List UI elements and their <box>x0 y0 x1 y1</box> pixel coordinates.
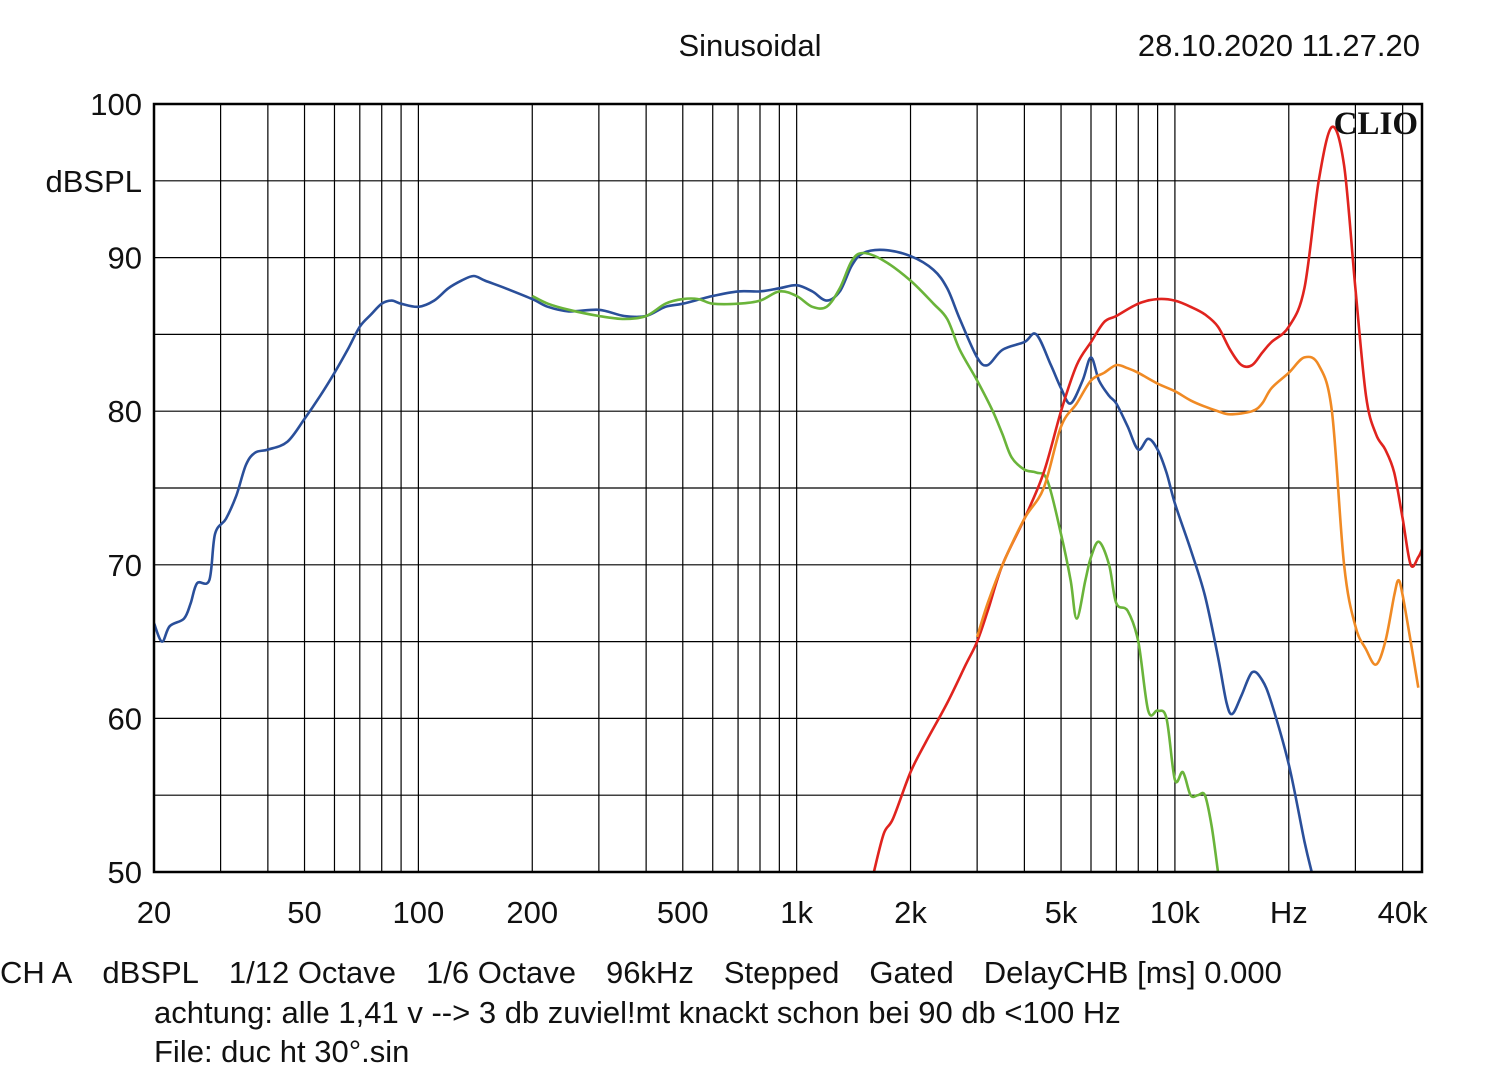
y-tick-label: 80 <box>108 394 142 429</box>
y-axis-tick-labels: 50 60 70 80 90 100 <box>90 87 142 890</box>
x-tick-label: 1k <box>780 895 813 930</box>
timestamp: 28.10.2020 11.27.20 <box>1138 28 1420 63</box>
horizontal-gridlines <box>154 180 1422 796</box>
frequency-response-chart: Sinusoidal 28.10.2020 11.27.20 CLIO 50 60… <box>45 28 1428 930</box>
x-tick-label: 500 <box>657 895 709 930</box>
x-tick-label: 5k <box>1045 895 1078 930</box>
series-line-3 <box>872 125 1422 872</box>
x-axis-tick-labels: 20 50 100 200 500 1k 2k 5k 10k Hz 40k <box>137 895 1428 930</box>
sweep-mode: Stepped <box>723 955 840 990</box>
y-axis-unit-label: dBSPL <box>45 164 142 199</box>
x-tick-label: 200 <box>506 895 558 930</box>
sample-rate: 96kHz <box>605 955 694 990</box>
y-tick-label: 90 <box>108 241 142 276</box>
channel-label: CH A <box>0 955 73 990</box>
x-tick-label: Hz <box>1270 895 1308 930</box>
file-name: File: duc ht 30°.sin <box>154 1034 410 1069</box>
series-line-4 <box>975 355 1420 688</box>
measurement-note: achtung: alle 1,41 v --> 3 db zuviel!mt … <box>154 995 1121 1030</box>
measurement-settings: CH A dBSPL 1/12 Octave 1/6 Octave 96kHz Stepp… <box>0 957 1282 988</box>
series-line-2 <box>531 251 1220 872</box>
series-line-1 <box>154 248 1313 872</box>
chart-title: Sinusoidal <box>678 28 821 63</box>
smoothing-2: 1/6 Octave <box>426 955 576 990</box>
x-tick-label: 100 <box>393 895 445 930</box>
x-tick-label: 40k <box>1378 895 1428 930</box>
unit-label: dBSPL <box>102 955 199 990</box>
series-layer <box>154 125 1422 872</box>
x-tick-label: 50 <box>287 895 321 930</box>
x-tick-label: 10k <box>1150 895 1200 930</box>
y-tick-label: 70 <box>108 548 142 583</box>
y-tick-label: 50 <box>108 855 142 890</box>
delay-label: DelayCHB [ms] 0.000 <box>983 955 1282 990</box>
plot-frame <box>152 102 1424 874</box>
y-tick-label: 100 <box>90 87 142 122</box>
window-mode: Gated <box>869 955 954 990</box>
x-tick-label: 20 <box>137 895 171 930</box>
brand-logo: CLIO <box>1334 106 1418 142</box>
y-tick-label: 60 <box>108 701 142 736</box>
x-tick-label: 2k <box>894 895 927 930</box>
smoothing-1: 1/12 Octave <box>228 955 397 990</box>
